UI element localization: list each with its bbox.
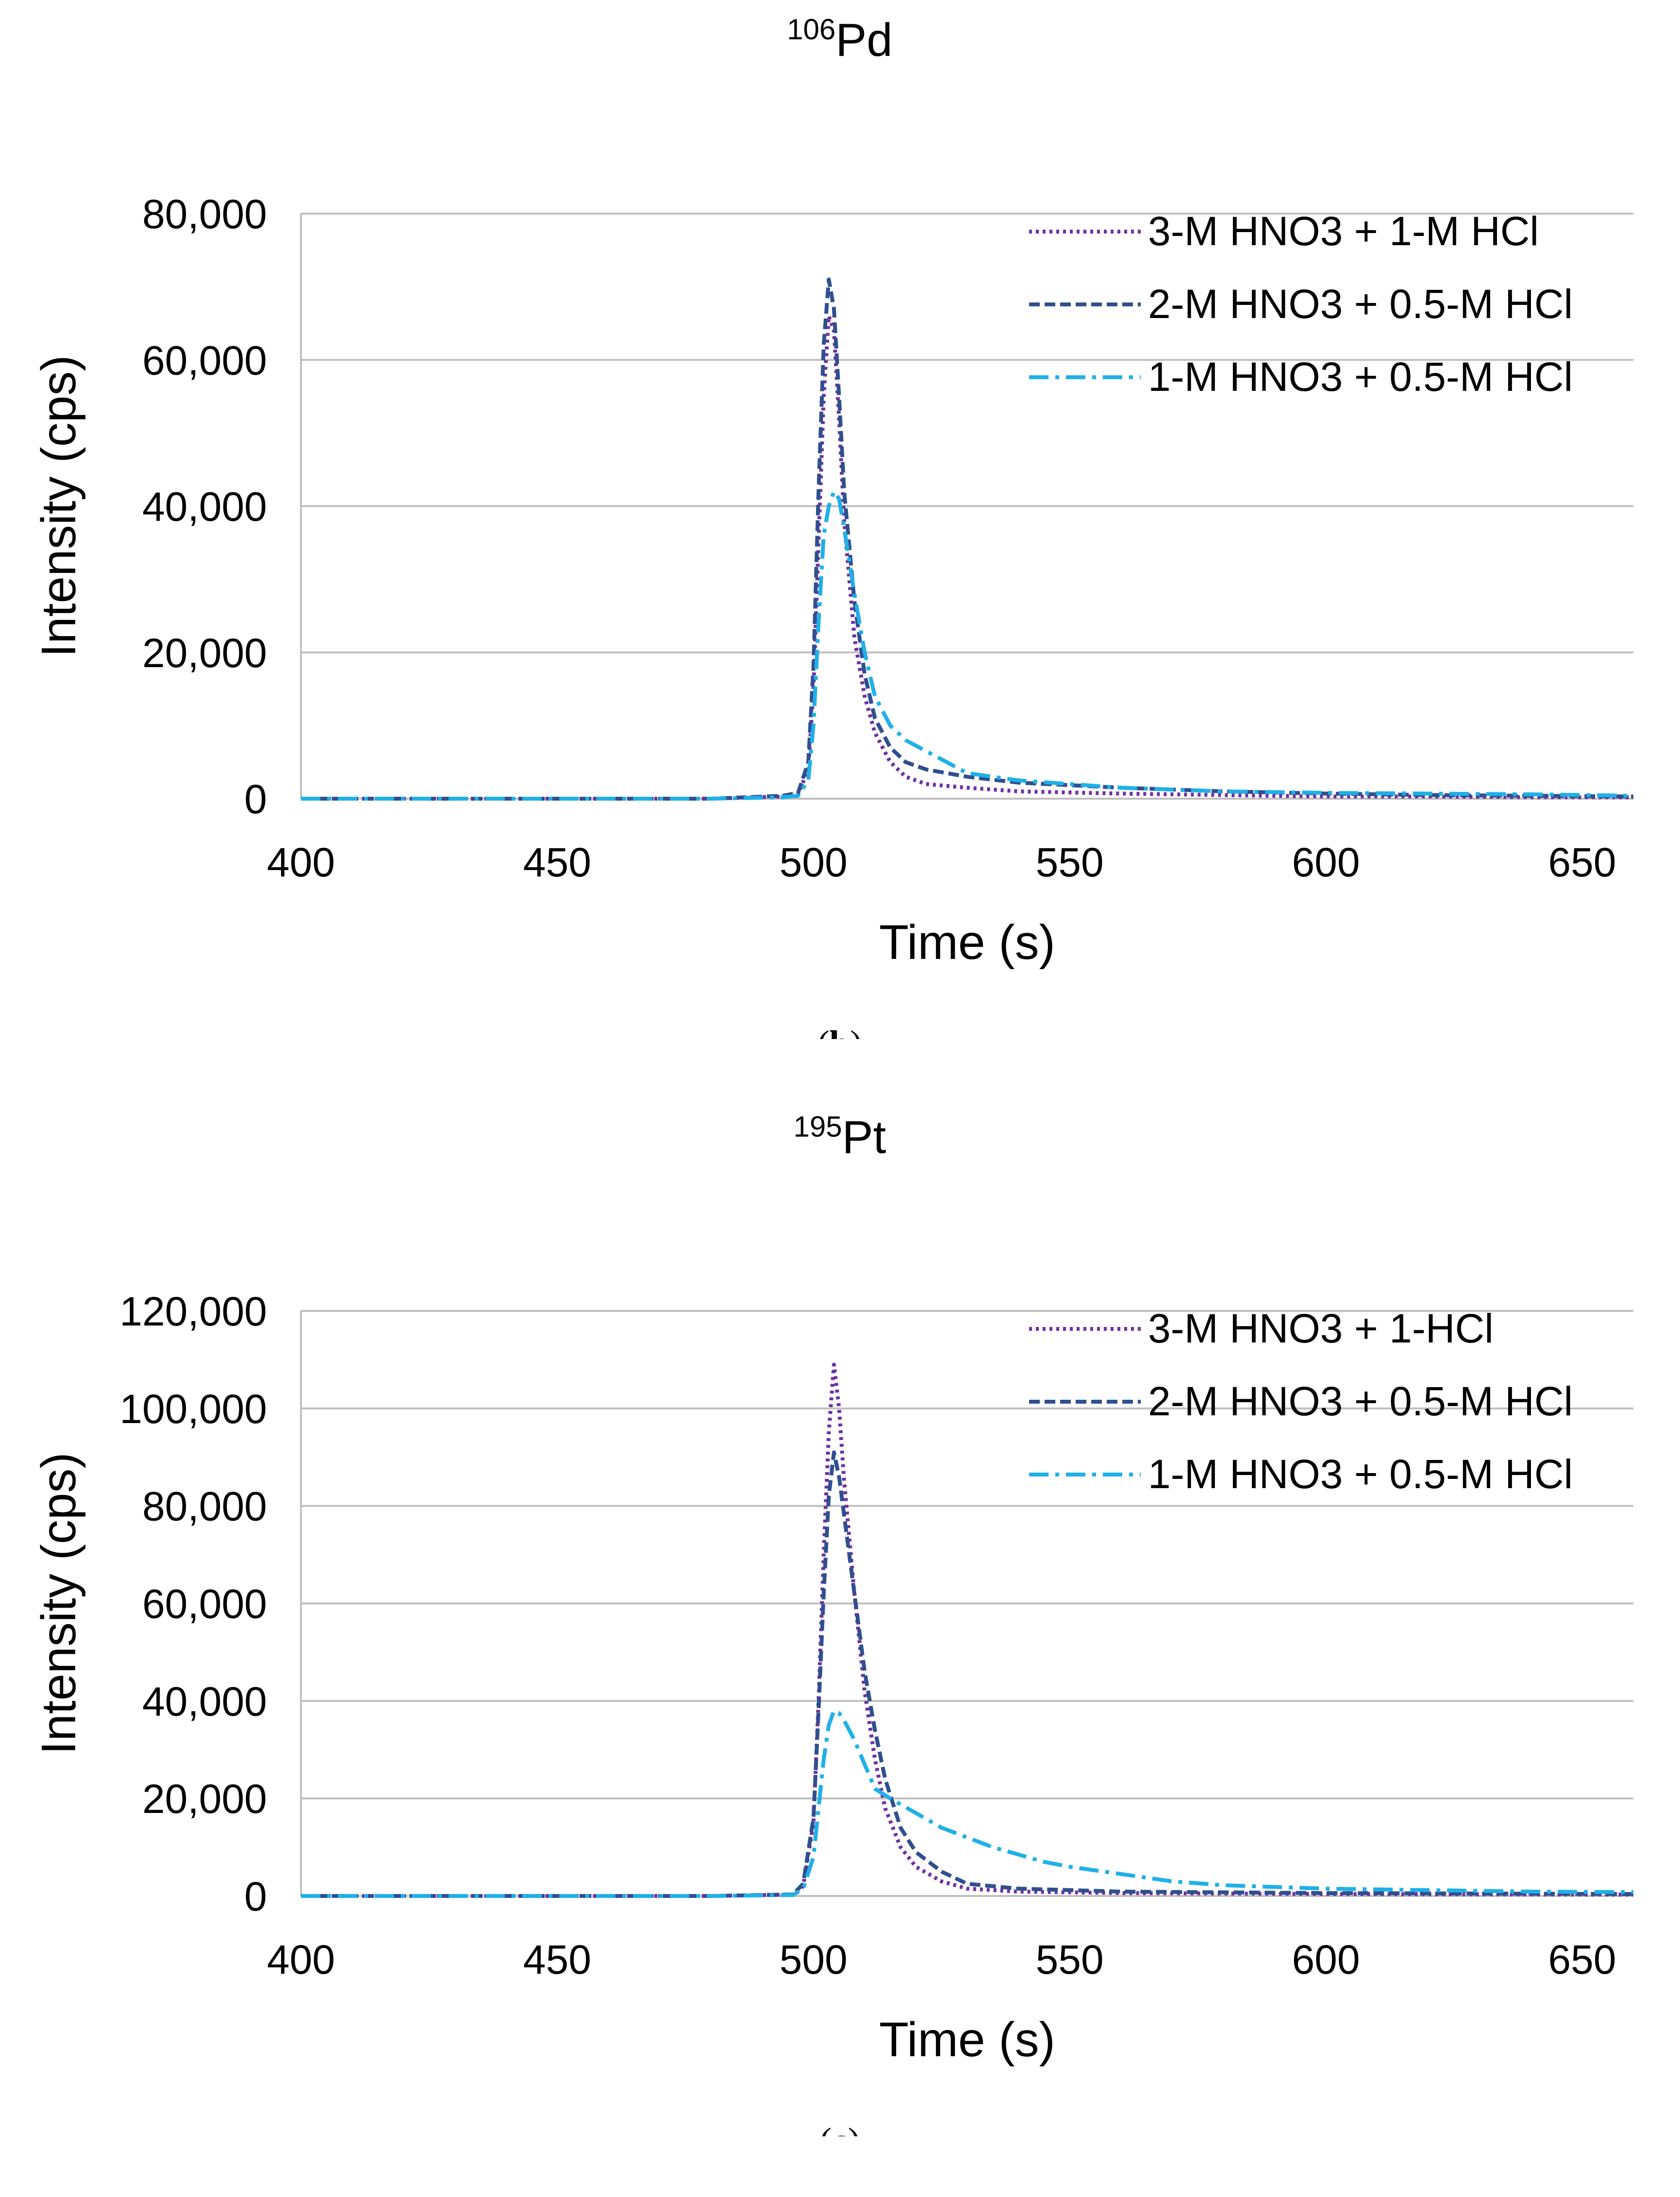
title-superscript: 106 <box>787 13 835 46</box>
y-tick-label: 120,000 <box>119 1289 267 1334</box>
legend-label-1: 3-M HNO3 + 1-HCl <box>1148 1306 1494 1351</box>
x-tick-label: 400 <box>267 839 335 885</box>
legend-label-2: 2-M HNO3 + 0.5-M HCl <box>1148 1378 1573 1424</box>
x-tick-label: 450 <box>523 1937 591 1982</box>
y-tick-label: 80,000 <box>142 1484 267 1529</box>
chart-pd106: 106Pd 0 20,000 40,000 60,000 80,000 400 450 500 5… <box>32 13 1634 1039</box>
y-tick-label: 0 <box>244 776 267 822</box>
y-tick-label: 60,000 <box>142 337 267 383</box>
x-tick-label: 500 <box>780 839 848 885</box>
series-line-2 <box>301 277 1634 801</box>
series-line-2 <box>301 1450 1634 1898</box>
y-tick-label: 40,000 <box>142 484 267 530</box>
title-element: Pd <box>835 14 892 66</box>
caption-paren-close: ) <box>848 2121 860 2136</box>
x-tick-label: 550 <box>1036 839 1104 885</box>
y-tick-label: 0 <box>244 1874 267 1919</box>
y-axis-title: Intensity (cps) <box>32 1452 86 1754</box>
chart-title: 195Pt <box>794 1110 886 1163</box>
title-element: Pt <box>842 1111 886 1163</box>
caption-letter: b <box>830 1023 850 1039</box>
x-tick-label: 400 <box>267 1937 335 1982</box>
caption-paren-close: ) <box>850 1023 862 1039</box>
legend-label-3: 1-M HNO3 + 0.5-M HCl <box>1148 354 1573 400</box>
title-superscript: 195 <box>794 1110 842 1143</box>
x-tick-label: 500 <box>780 1937 848 1982</box>
caption-paren-open: ( <box>817 1023 830 1039</box>
chart-pt195: 195Pt 0 20,000 40,000 60,000 80,000 100,000 120… <box>32 1110 1634 2136</box>
figure-caption: (c) <box>819 2121 860 2136</box>
chart-title: 106Pd <box>787 13 893 66</box>
y-axis-title: Intensity (cps) <box>32 355 86 657</box>
series-line-1 <box>301 1362 1634 1898</box>
caption-paren-open: ( <box>819 2121 832 2136</box>
legend-label-3: 1-M HNO3 + 0.5-M HCl <box>1148 1451 1573 1497</box>
caption-letter: c <box>832 2121 848 2136</box>
x-tick-label: 600 <box>1292 839 1360 885</box>
x-tick-label: 600 <box>1292 1937 1360 1982</box>
x-tick-label: 650 <box>1548 839 1616 885</box>
series-line-3 <box>301 1709 1634 1898</box>
y-tick-label: 80,000 <box>142 191 267 237</box>
x-tick-label: 450 <box>523 839 591 885</box>
y-tick-label: 60,000 <box>142 1581 267 1627</box>
x-axis-title: Time (s) <box>879 2013 1055 2067</box>
legend-label-2: 2-M HNO3 + 0.5-M HCl <box>1148 281 1573 327</box>
y-tick-label: 40,000 <box>142 1678 267 1724</box>
figure-caption: (b) <box>817 1023 863 1039</box>
y-tick-label: 20,000 <box>142 1776 267 1822</box>
y-tick-label: 20,000 <box>142 630 267 676</box>
y-tick-label: 100,000 <box>119 1386 267 1432</box>
x-tick-label: 550 <box>1036 1937 1104 1982</box>
series-line-3 <box>301 489 1634 801</box>
x-tick-label: 650 <box>1548 1937 1616 1982</box>
legend-label-1: 3-M HNO3 + 1-M HCl <box>1148 208 1539 254</box>
x-axis-title: Time (s) <box>879 915 1055 970</box>
